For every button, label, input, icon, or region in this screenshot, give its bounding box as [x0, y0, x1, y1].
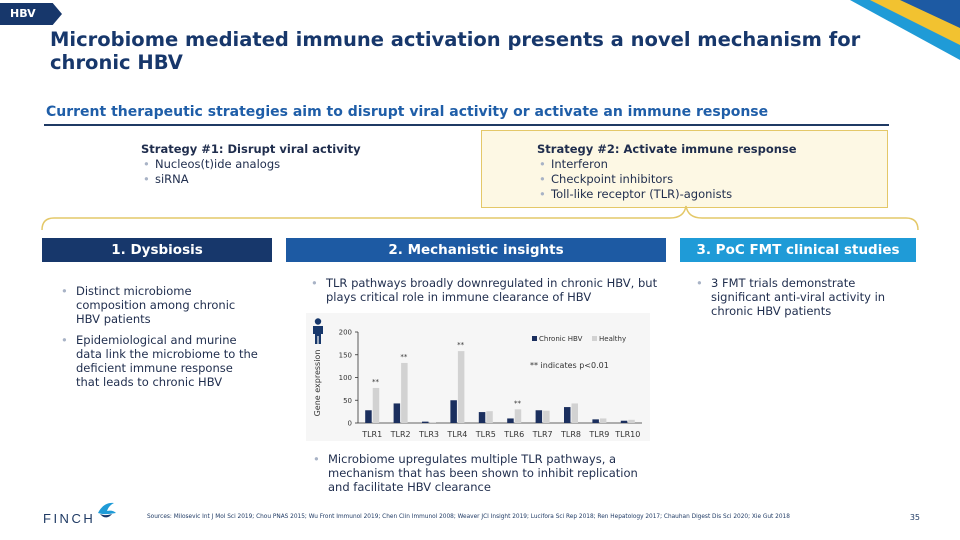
poc-bullet: 3 FMT trials demonstrate significant ant… — [693, 276, 893, 318]
bar-healthy — [571, 403, 578, 423]
strategy-1-item: Nucleos(t)ide analogs — [141, 157, 361, 172]
sources-footnote: Sources: Milosevic Int J Mol Sci 2019; C… — [147, 514, 790, 520]
strategy-2-item: Checkpoint inhibitors — [537, 172, 797, 187]
banner-mechanistic-insights: 2. Mechanistic insights — [286, 238, 666, 262]
legend-label: Healthy — [599, 335, 626, 343]
legend-swatch — [532, 336, 537, 341]
section-tag: HBV — [0, 3, 62, 25]
x-tick-label: TLR5 — [475, 430, 496, 439]
strategy-2-item: Interferon — [537, 157, 797, 172]
x-tick-label: TLR3 — [418, 430, 439, 439]
mechanistic-top-text: TLR pathways broadly downregulated in ch… — [308, 276, 658, 311]
bar-healthy — [628, 419, 635, 423]
bar-healthy — [457, 351, 465, 423]
significance-label: ** — [514, 399, 522, 407]
significance-label: ** — [400, 353, 408, 361]
bar-healthy — [486, 411, 493, 423]
x-tick-label: TLR7 — [532, 430, 553, 439]
significance-label: ** — [457, 341, 465, 349]
strategy-2: Strategy #2: Activate immune response In… — [537, 142, 797, 202]
dysbiosis-column: Distinct microbiome composition among ch… — [58, 284, 258, 396]
bar-chronic-hbv — [507, 418, 514, 423]
section-subheading: Current therapeutic strategies aim to di… — [46, 104, 769, 120]
banner-dysbiosis: 1. Dysbiosis — [42, 238, 272, 262]
strategy-1-item: siRNA — [141, 172, 361, 187]
bar-chronic-hbv — [393, 403, 401, 423]
mechanistic-bullet: TLR pathways broadly downregulated in ch… — [308, 276, 658, 304]
x-tick-label: TLR6 — [503, 430, 524, 439]
bar-healthy — [599, 418, 607, 423]
bar-healthy — [543, 410, 550, 423]
bar-chronic-hbv — [478, 412, 486, 423]
x-tick-label: TLR1 — [361, 430, 382, 439]
strategy-2-item: Toll-like receptor (TLR)-agonists — [537, 187, 797, 202]
chart-significance-note: ** indicates p<0.01 — [530, 361, 609, 370]
legend-label: Chronic HBV — [539, 335, 583, 343]
bar-chronic-hbv — [365, 410, 372, 423]
bar-healthy — [514, 409, 522, 423]
bar-chronic-hbv — [450, 400, 457, 423]
poc-column: 3 FMT trials demonstrate significant ant… — [693, 276, 893, 325]
page-number: 35 — [909, 513, 920, 522]
bar-chronic-hbv — [422, 421, 429, 423]
mechanistic-bottom-text: Microbiome upregulates multiple TLR path… — [310, 452, 650, 501]
significance-label: ** — [372, 378, 380, 386]
x-tick-label: TLR10 — [614, 430, 640, 439]
dysbiosis-bullet: Epidemiological and murine data link the… — [58, 333, 258, 389]
y-tick-label: 0 — [348, 420, 352, 428]
banner-poc-fmt: 3. PoC FMT clinical studies — [680, 238, 916, 262]
bar-chronic-hbv — [564, 407, 571, 423]
dysbiosis-bullet: Distinct microbiome composition among ch… — [58, 284, 258, 326]
legend-swatch — [592, 336, 597, 341]
bar-healthy — [401, 362, 408, 423]
x-tick-label: TLR4 — [446, 430, 467, 439]
x-tick-label: TLR2 — [390, 430, 411, 439]
bar-chronic-hbv — [535, 410, 543, 423]
page-title: Microbiome mediated immune activation pr… — [50, 28, 861, 74]
tlr-bar-chart: Gene expression 0 50 100 150 200 TLR1 ** TLR2 **… — [313, 329, 642, 439]
bar-chronic-hbv — [620, 420, 628, 423]
strategy-1-heading: Strategy #1: Disrupt viral activity — [141, 142, 361, 156]
y-tick-label: 150 — [339, 351, 352, 359]
y-tick-label: 200 — [339, 329, 352, 337]
brace-connector — [41, 205, 919, 230]
finch-logo-text: FINCH — [43, 511, 96, 526]
strategy-1: Strategy #1: Disrupt viral activity Nucl… — [141, 142, 361, 187]
subheading-divider — [44, 124, 889, 126]
finch-logo-icon — [98, 502, 116, 518]
bar-healthy — [429, 422, 436, 423]
y-tick-label: 100 — [339, 374, 352, 382]
corner-decoration — [850, 0, 960, 60]
x-tick-label: TLR8 — [560, 430, 581, 439]
bar-healthy — [372, 387, 380, 423]
y-tick-label: 50 — [343, 397, 352, 405]
x-tick-label: TLR9 — [588, 430, 609, 439]
strategy-2-heading: Strategy #2: Activate immune response — [537, 142, 797, 156]
person-icon — [313, 318, 323, 344]
y-axis-label: Gene expression — [313, 350, 322, 417]
mechanistic-bullet: Microbiome upregulates multiple TLR path… — [310, 452, 650, 494]
bar-chronic-hbv — [592, 419, 599, 423]
